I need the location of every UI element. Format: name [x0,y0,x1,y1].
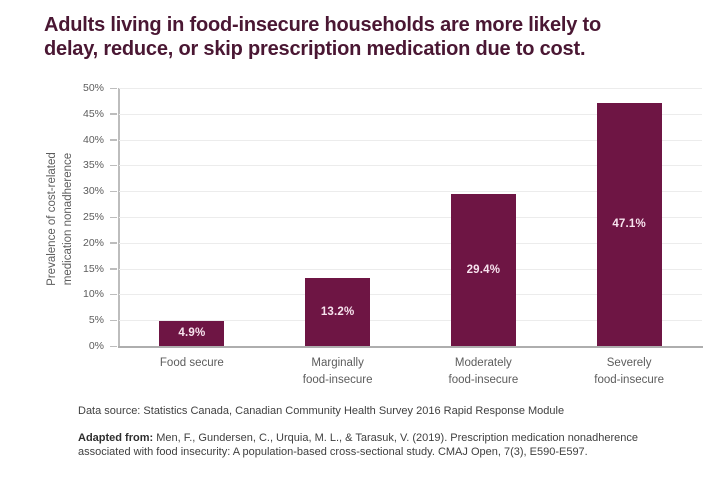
y-tick-mark [110,345,117,347]
x-category-label: Marginally food-insecure [302,357,373,386]
bar-value-label: 29.4% [466,264,501,277]
y-tick-mark [110,242,117,244]
y-tick-label: 50% [82,82,104,94]
x-category-label: Severely food-insecure [594,357,664,386]
bar: 4.9% [159,320,225,346]
bar: 47.1% [596,102,662,346]
chart-title: Adults living in food-insecure household… [44,14,601,60]
gridline [119,294,702,296]
x-category-label: Food secure [159,357,224,369]
data-source-note: Data source: Statistics Canada, Canadian… [78,405,565,417]
y-tick-label: 45% [82,107,104,120]
y-tick-label: 10% [82,288,104,301]
gridline [119,191,702,193]
y-tick-mark [110,164,117,167]
y-tick-mark [110,113,117,115]
y-tick-mark [110,87,117,89]
bar-value-label: 47.1% [612,218,646,231]
gridline [119,268,702,270]
bar: 13.2% [305,277,371,346]
plot-area: 4.9% 13.2% 29.4% 47.1% [119,88,702,346]
citation-prefix: Adapted from: [78,432,154,444]
gridline [119,165,702,167]
bar-value-label: 13.2% [320,305,355,318]
gridline [119,139,702,141]
y-tick-label: 35% [82,159,104,172]
bar-value-label: 4.9% [178,327,206,340]
y-tick-mark [110,268,117,270]
gridline [119,320,702,322]
y-tick-mark [110,190,117,193]
gridline [119,217,702,218]
gridline [119,113,702,115]
citation-note: Adapted from: Men, F., Gundersen, C., Ur… [78,431,644,459]
citation-text: Men, F., Gundersen, C., Urquia, M. L., &… [78,432,639,458]
bar: 29.4% [450,194,516,346]
x-category-label: Moderately food-insecure [448,357,519,386]
y-tick-mark [110,319,117,322]
y-tick-mark [110,293,117,296]
x-axis-line [118,346,703,348]
y-tick-label: 40% [82,133,104,146]
y-tick-mark [110,139,117,141]
y-tick-label: 5% [88,314,104,327]
y-tick-label: 0% [88,340,104,352]
gridline [119,242,702,244]
y-tick-label: 30% [82,185,104,198]
gridline [119,88,702,89]
y-tick-label: 20% [82,236,104,249]
y-tick-mark [110,216,117,218]
y-tick-label: 25% [82,211,104,223]
y-tick-label: 15% [82,262,104,275]
